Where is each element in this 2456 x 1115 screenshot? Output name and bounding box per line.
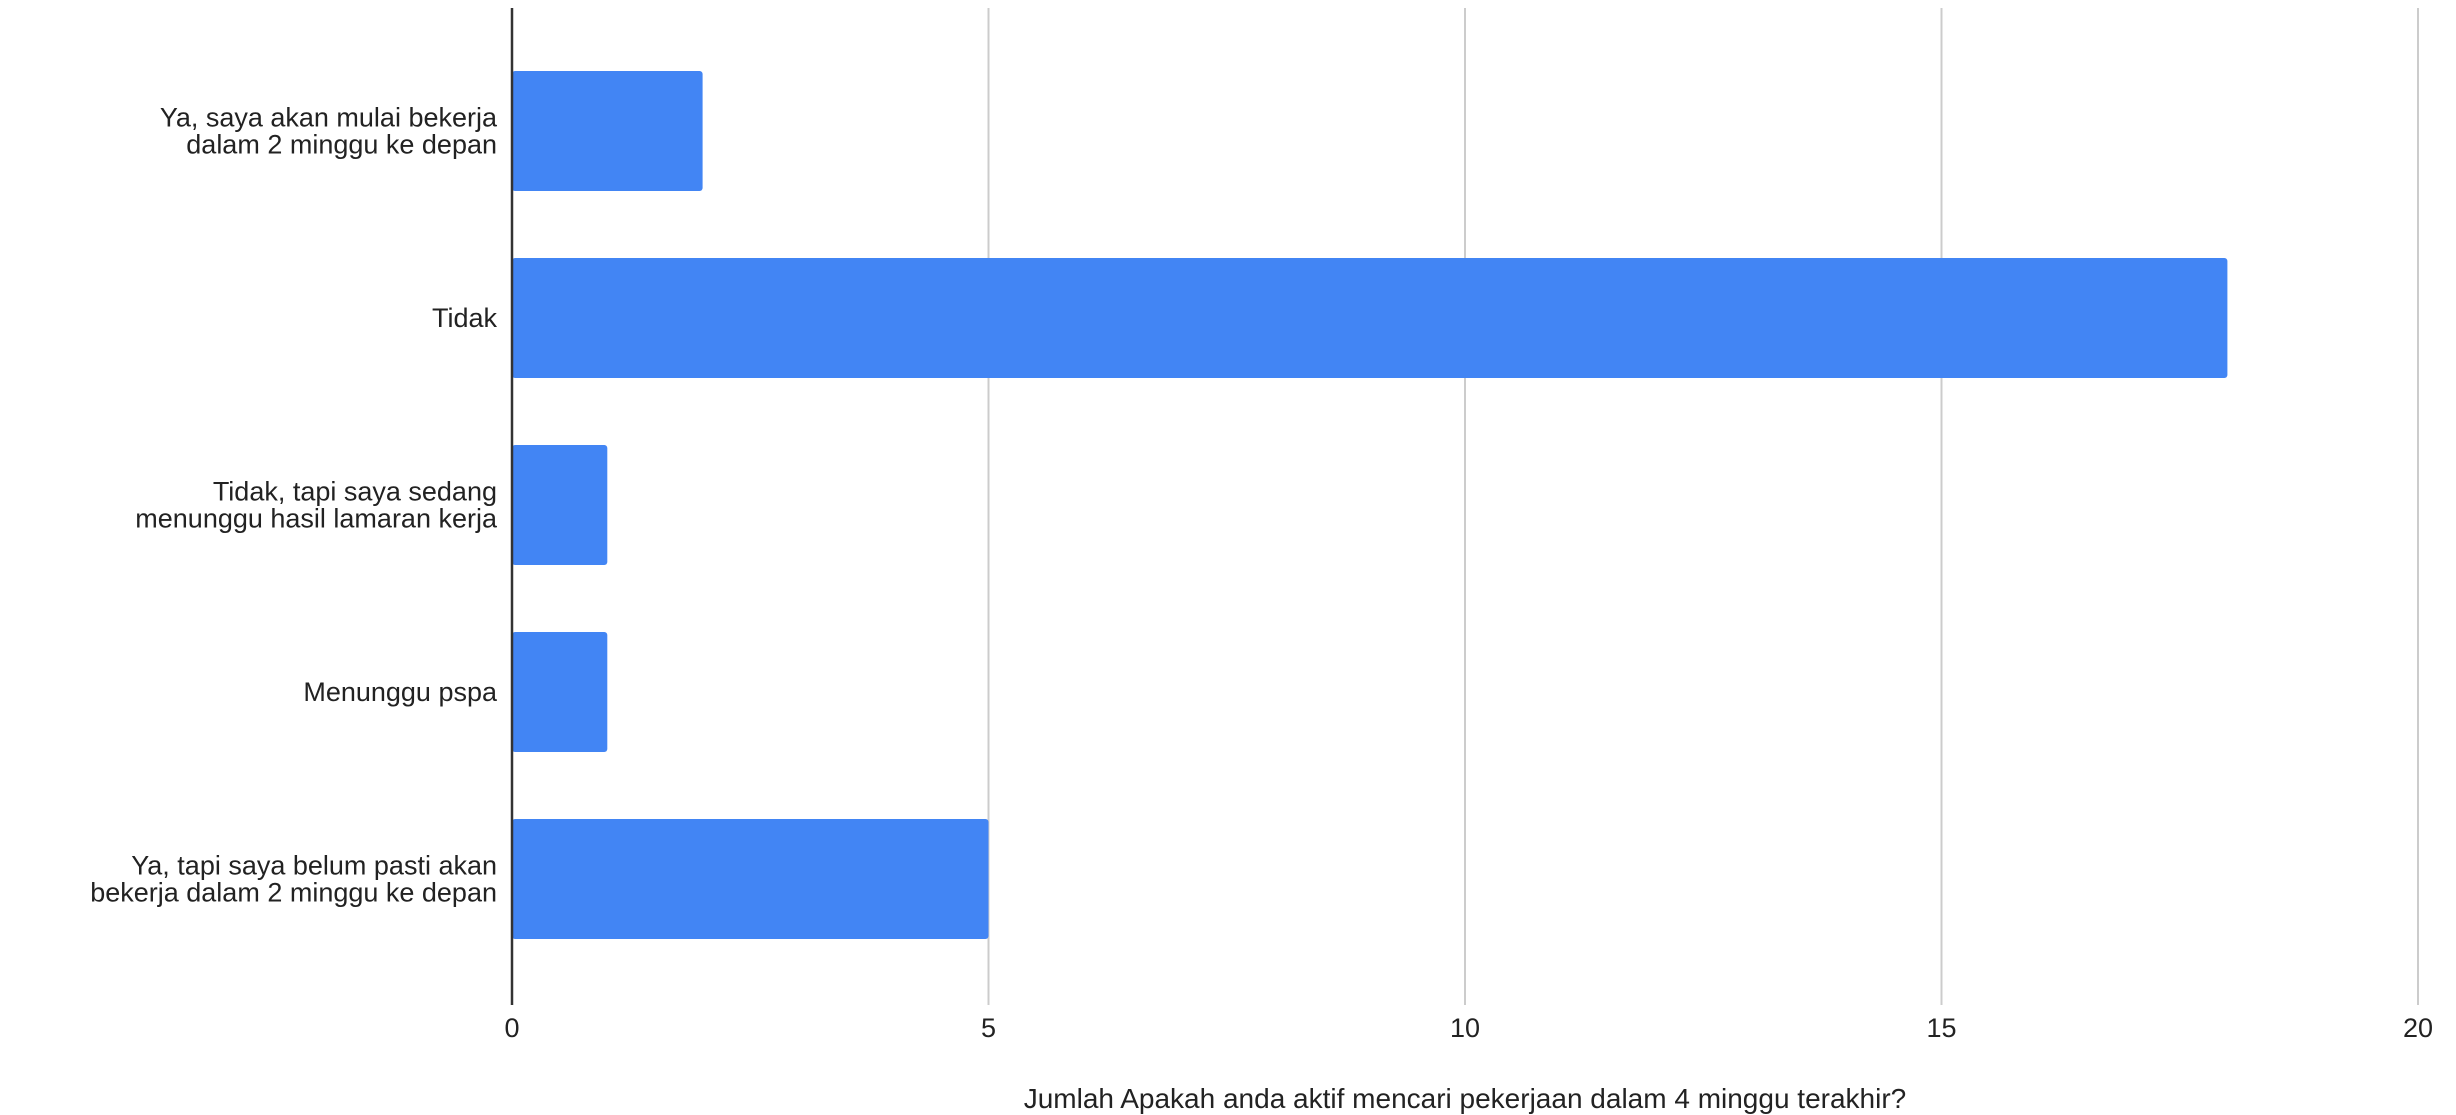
category-label-1: Tidak [432,303,498,333]
gridlines [987,8,2419,1005]
category-label-4-line-0: Ya, tapi saya belum pasti akan [131,851,497,881]
category-label-0-line-0: Ya, saya akan mulai bekerja [160,103,498,133]
bars [512,71,2228,939]
bar-4 [512,819,989,939]
x-tick-label-15: 15 [1926,1013,1956,1043]
bar-3 [512,632,608,752]
category-label-0: Ya, saya akan mulai bekerja dalam 2 mingg… [160,103,498,160]
x-tick-label-10: 10 [1450,1013,1480,1043]
category-label-3-line-0: Menunggu pspa [303,677,498,707]
category-label-2-line-0: Tidak, tapi saya sedang [213,477,497,507]
category-label-2-line-1: menunggu hasil lamaran kerja [135,504,498,534]
bar-0 [512,71,703,191]
category-label-3: Menunggu pspa [303,677,498,707]
category-label-0-line-1: dalam 2 minggu ke depan [186,130,497,160]
category-label-4-line-1: bekerja dalam 2 minggu ke depan [90,878,497,908]
x-tick-label-20: 20 [2403,1013,2433,1043]
category-labels: Ya, saya akan mulai bekerja dalam 2 mingg… [90,103,498,908]
x-axis-title: Jumlah Apakah anda aktif mencari pekerja… [1024,1083,1907,1114]
tick-labels: 0 5 10 15 20 [504,1013,2433,1043]
bar-2 [512,445,608,565]
category-label-1-line-0: Tidak [432,303,498,333]
category-label-4: Ya, tapi saya belum pasti akan bekerja da… [90,851,497,908]
bar-1 [512,258,2228,378]
x-tick-label-5: 5 [981,1013,996,1043]
x-tick-label-0: 0 [504,1013,519,1043]
category-label-2: Tidak, tapi saya sedang menunggu hasil la… [135,477,498,534]
